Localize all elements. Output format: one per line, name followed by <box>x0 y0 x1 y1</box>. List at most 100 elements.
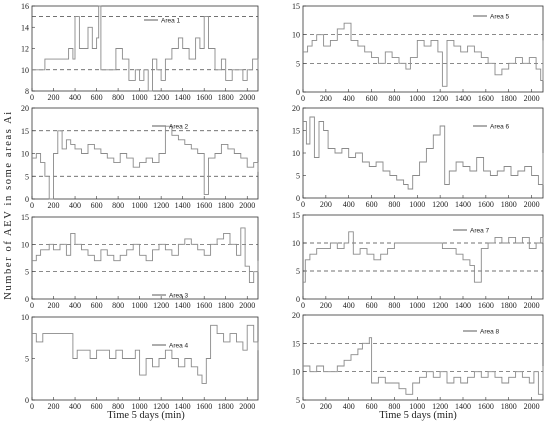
y-tick-label: 14 <box>21 23 29 32</box>
y-tick-label: 5 <box>25 355 29 364</box>
x-tick-label: 400 <box>69 93 81 102</box>
x-tick-label: 2000 <box>524 301 540 310</box>
x-tick-label: 1600 <box>478 94 494 103</box>
x-tick-label: 200 <box>320 200 332 209</box>
plot-frame <box>302 5 544 93</box>
x-tick-label: 2000 <box>239 201 255 210</box>
x-tick-label: 1400 <box>175 201 191 210</box>
x-tick-label: 0 <box>301 301 305 310</box>
plot-frame <box>31 107 259 200</box>
x-tick-label: 1200 <box>153 301 169 310</box>
series-line <box>32 5 259 92</box>
x-tick-label: 0 <box>30 93 34 102</box>
y-tick-label: 10 <box>292 149 300 158</box>
y-tick-label: 0 <box>296 194 300 203</box>
subplot-area-5: 0 200 400 600 800 1000 1200 1400 1600 1800 2000 0 5 1… <box>292 2 544 103</box>
x-tick-label: 1800 <box>218 301 234 310</box>
subplot-area-7: 0 200 400 600 800 1000 1200 1400 1600 1800 2000 0 5 1… <box>292 211 544 310</box>
legend-label: Area 8 <box>480 329 500 336</box>
x-tick-label: 200 <box>48 301 60 310</box>
x-tick-label: 1200 <box>153 201 169 210</box>
x-tick-label: 600 <box>366 402 378 411</box>
x-tick-label: 0 <box>301 402 305 411</box>
y-tick-label: 10 <box>21 240 29 249</box>
y-tick-label: 15 <box>21 213 29 222</box>
x-tick-label: 0 <box>301 94 305 103</box>
series-line <box>32 324 259 384</box>
x-tick-label: 600 <box>91 301 103 310</box>
subplot-area-3: 0 200 400 600 800 1000 1200 1400 1600 1800 2000 0 5 1… <box>21 213 259 310</box>
subplot-area-2: 0 200 400 600 800 1000 1200 1400 1600 1800 2000 0 5 1… <box>21 104 259 210</box>
y-tick-label: 15 <box>292 211 300 220</box>
x-tick-label: 1600 <box>478 301 494 310</box>
y-tick-label: 0 <box>25 295 29 304</box>
x-tick-label: 800 <box>112 93 124 102</box>
x-tick-label: 1200 <box>432 94 448 103</box>
x-tick-label: 1400 <box>455 301 471 310</box>
x-tick-label: 1400 <box>175 93 191 102</box>
x-tick-label: 1200 <box>432 200 448 209</box>
x-tick-label: 600 <box>366 94 378 103</box>
x-tick-label: 200 <box>48 402 60 411</box>
x-tick-label: 1600 <box>196 301 212 310</box>
series-line <box>303 116 544 190</box>
x-tick-label: 1600 <box>196 402 212 411</box>
series-line <box>303 231 544 283</box>
y-tick-label: 5 <box>296 172 300 181</box>
y-tick-label: 5 <box>296 267 300 276</box>
x-tick-label: 600 <box>91 93 103 102</box>
legend-label: Area 5 <box>490 14 510 21</box>
x-tick-label: 200 <box>48 93 60 102</box>
x-tick-label: 1800 <box>501 301 517 310</box>
x-tick-label: 400 <box>343 402 355 411</box>
x-tick-label: 800 <box>112 201 124 210</box>
y-tick-label: 0 <box>25 195 29 204</box>
x-tick-label: 0 <box>30 201 34 210</box>
x-tick-label: 400 <box>343 301 355 310</box>
x-tick-label: 1000 <box>132 93 148 102</box>
plot-frame <box>31 316 259 401</box>
x-axis-label-right: Time 5 days (min) <box>379 410 457 421</box>
x-tick-label: 600 <box>366 301 378 310</box>
x-tick-label: 1800 <box>218 402 234 411</box>
x-tick-label: 1000 <box>132 201 148 210</box>
subplot-area-1: 0 200 400 600 800 1000 1200 1400 1600 1800 2000 8 10… <box>21 2 259 102</box>
x-tick-label: 600 <box>366 200 378 209</box>
y-tick-label: 10 <box>292 239 300 248</box>
legend-label: Area 7 <box>470 228 490 235</box>
series-line <box>32 227 259 284</box>
subplot-area-4: 0 200 400 600 800 1000 1200 1400 1600 1800 2000 0 5 1… <box>21 313 259 411</box>
x-tick-label: 1800 <box>501 94 517 103</box>
legend-label: Area 4 <box>169 343 189 350</box>
x-tick-label: 1600 <box>478 402 494 411</box>
y-tick-label: 5 <box>25 268 29 277</box>
x-tick-label: 2000 <box>524 94 540 103</box>
x-tick-label: 0 <box>30 301 34 310</box>
y-tick-label: 0 <box>296 295 300 304</box>
x-tick-label: 2000 <box>239 402 255 411</box>
x-tick-label: 800 <box>388 402 400 411</box>
x-tick-label: 1200 <box>432 402 448 411</box>
x-tick-label: 800 <box>388 94 400 103</box>
x-tick-label: 1400 <box>455 402 471 411</box>
y-axis-label: Number of AEV in some areas Ai <box>3 110 14 300</box>
x-tick-label: 1000 <box>409 301 425 310</box>
x-tick-label: 800 <box>388 301 400 310</box>
y-tick-label: 10 <box>21 66 29 75</box>
x-tick-label: 200 <box>48 201 60 210</box>
x-tick-label: 400 <box>343 94 355 103</box>
legend-label: Area 6 <box>490 124 510 131</box>
x-tick-label: 2000 <box>239 93 255 102</box>
x-tick-label: 1400 <box>455 94 471 103</box>
x-tick-label: 600 <box>91 201 103 210</box>
x-tick-label: 1600 <box>196 93 212 102</box>
x-tick-label: 800 <box>388 200 400 209</box>
x-tick-label: 200 <box>320 402 332 411</box>
legend-label: Area 2 <box>169 124 189 131</box>
x-tick-label: 1000 <box>409 200 425 209</box>
x-tick-label: 0 <box>30 402 34 411</box>
x-tick-label: 400 <box>69 201 81 210</box>
series-line <box>32 125 259 200</box>
x-tick-label: 2000 <box>239 301 255 310</box>
